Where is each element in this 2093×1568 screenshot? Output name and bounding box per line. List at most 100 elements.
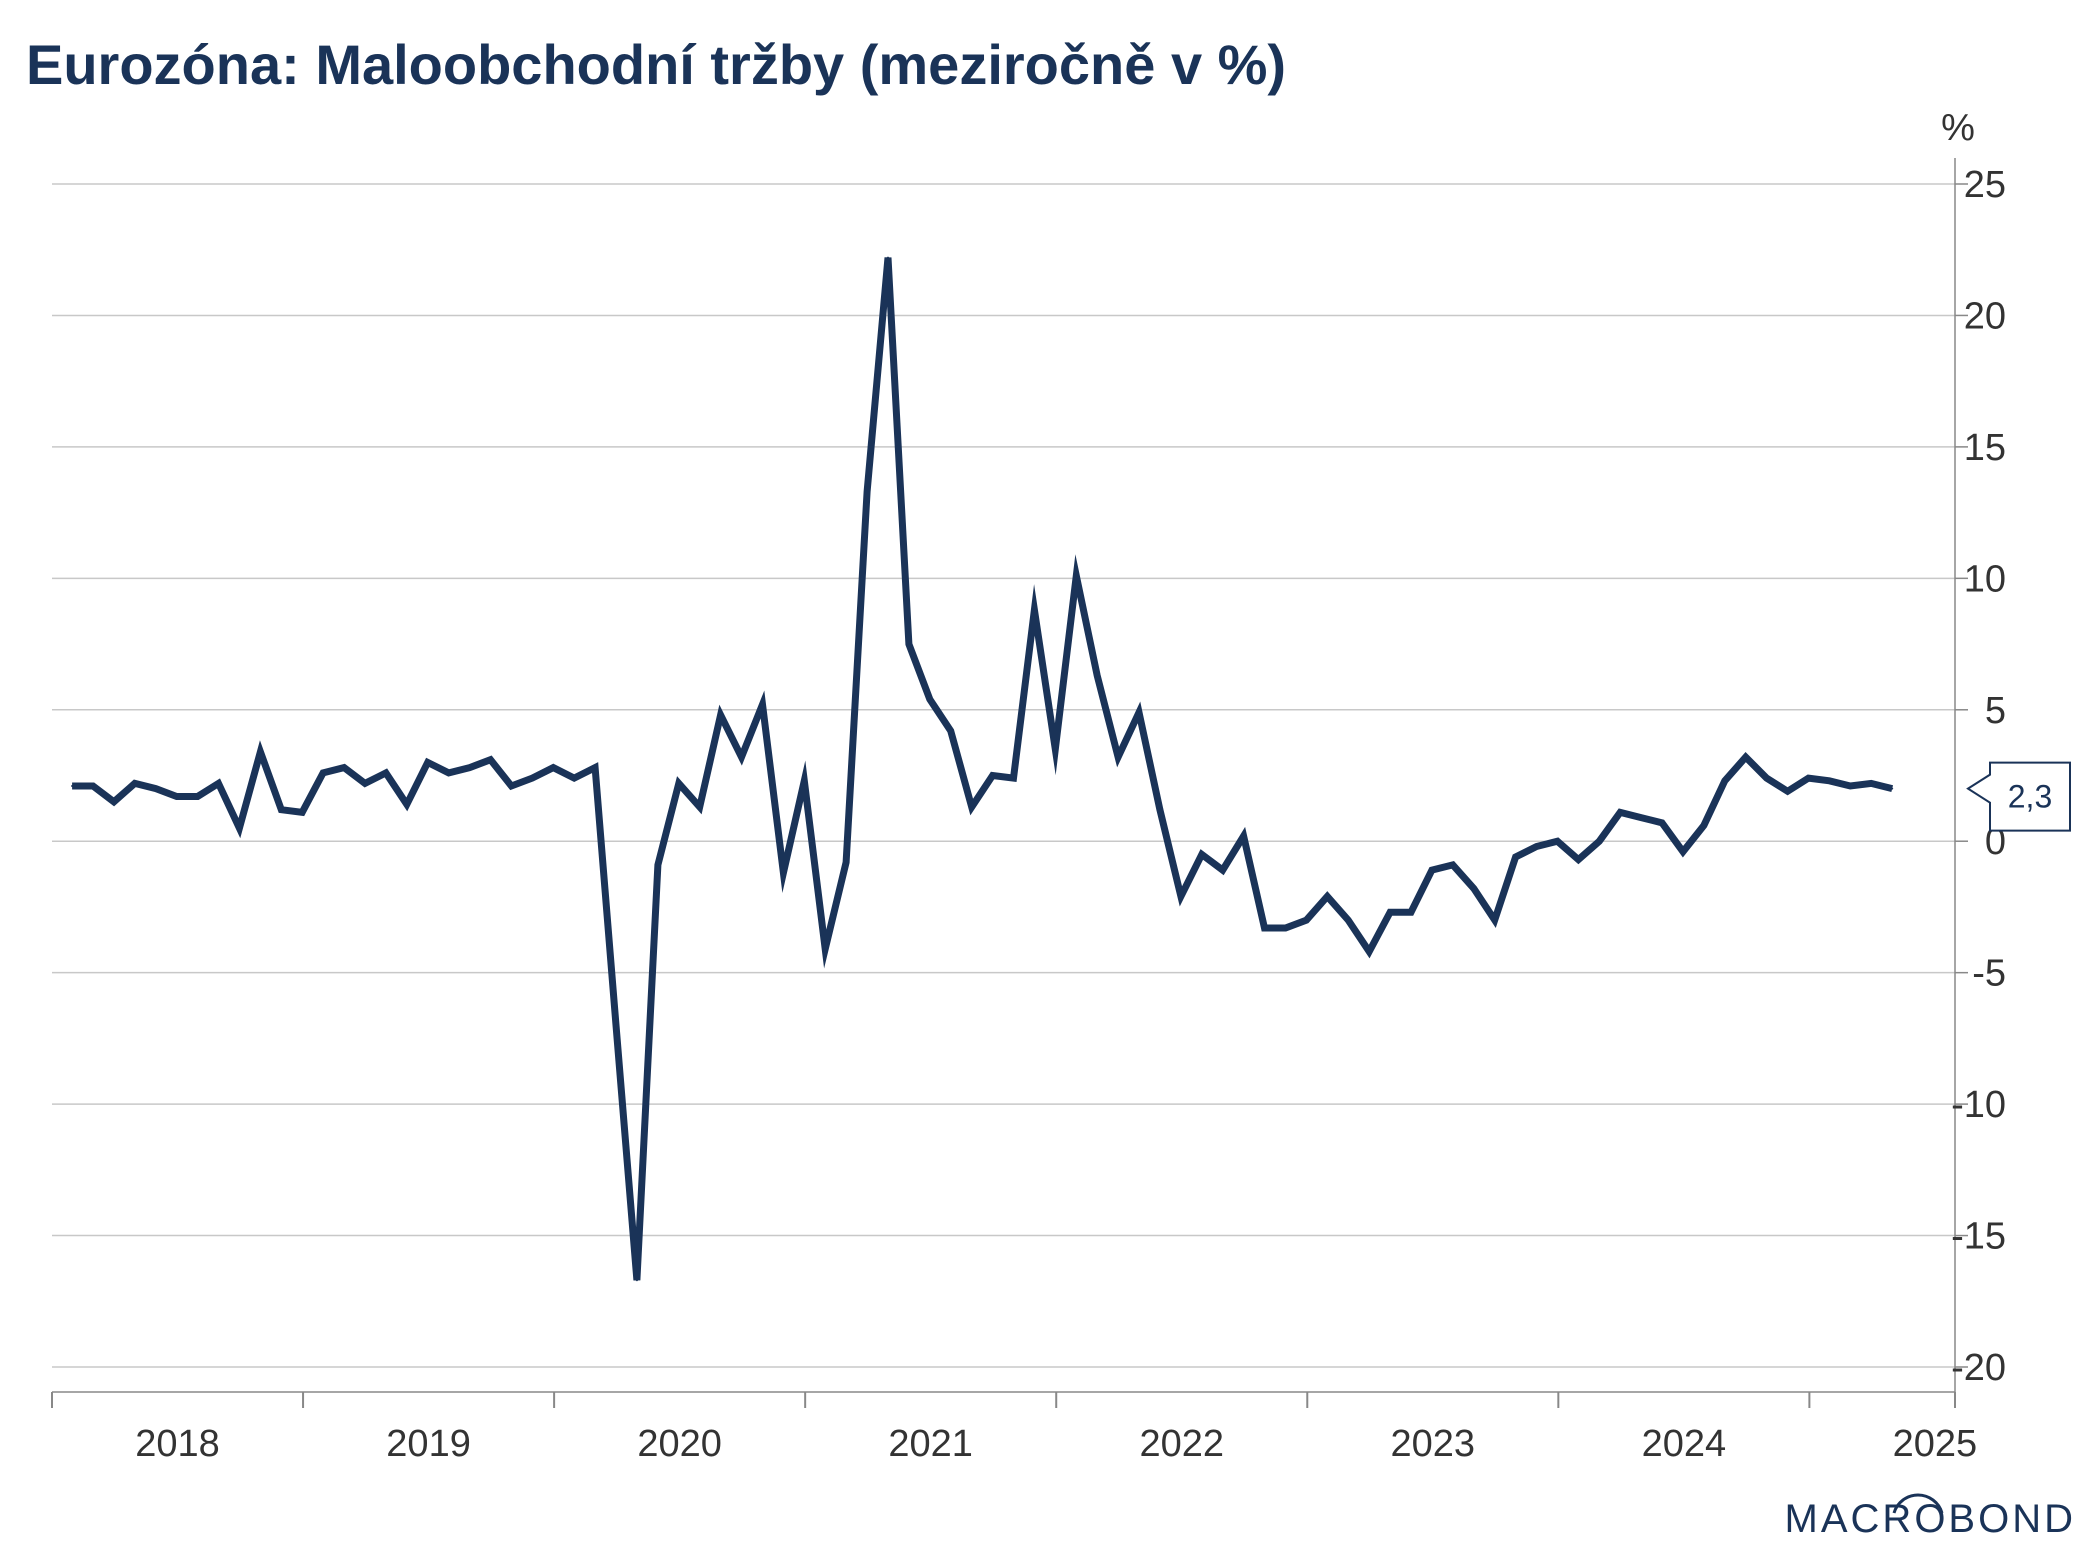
data-point — [1096, 674, 1099, 677]
data-point — [824, 948, 827, 951]
data-point — [1723, 779, 1726, 782]
x-tick-label: 2021 — [888, 1423, 973, 1465]
y-tick-label: 10 — [1964, 558, 2006, 600]
y-tick-label: -5 — [1972, 953, 2006, 995]
data-point — [1430, 869, 1433, 872]
data-point — [1619, 811, 1622, 814]
data-point — [594, 766, 597, 769]
data-point — [92, 785, 95, 788]
data-point — [1326, 895, 1329, 898]
y-tick-label: 25 — [1964, 164, 2006, 206]
data-point — [1786, 790, 1789, 793]
x-tick-label: 2018 — [135, 1423, 220, 1465]
y-tick-label: 5 — [1985, 690, 2006, 732]
data-point — [1744, 756, 1747, 759]
data-point — [1577, 858, 1580, 861]
data-point — [761, 703, 764, 706]
data-point — [1075, 574, 1078, 577]
x-tick-label: 2019 — [386, 1423, 471, 1465]
data-point — [1284, 926, 1287, 929]
y-tick-label: -15 — [1951, 1216, 2006, 1258]
data-point — [238, 827, 241, 830]
y-tick-label: 20 — [1964, 295, 2006, 337]
series-line — [72, 257, 1894, 1281]
data-point — [1849, 785, 1852, 788]
last-value-label: 2,3 — [2008, 779, 2052, 815]
data-point — [1556, 840, 1559, 843]
last-value-callout-box — [1966, 761, 2071, 832]
data-point — [384, 771, 387, 774]
x-tick-label: 2025 — [1893, 1423, 1978, 1465]
data-point — [280, 808, 283, 811]
data-point — [1807, 777, 1810, 780]
data-point — [133, 782, 136, 785]
x-tick-labels: 2018 2019 2020 2021 2022 2023 2024 2025 — [51, 1392, 1978, 1465]
data-point — [782, 871, 785, 874]
data-point — [719, 714, 722, 717]
data-point — [1765, 777, 1768, 780]
data-point — [510, 785, 513, 788]
data-point — [1640, 816, 1643, 819]
y-axis-unit-label: % — [1941, 107, 1975, 149]
data-point — [322, 771, 325, 774]
data-point — [196, 795, 199, 798]
data-point — [1409, 911, 1412, 914]
y-tick-labels: 25 20 15 10 5 0 -5 -10 -15 -20 — [1951, 164, 2006, 1389]
data-point — [1514, 855, 1517, 858]
macrobond-logo-arc — [1892, 1493, 1944, 1514]
data-point — [259, 750, 262, 753]
data-point — [886, 256, 889, 259]
data-point — [1117, 756, 1120, 759]
data-point — [426, 761, 429, 764]
data-point — [552, 766, 555, 769]
data-point — [1263, 926, 1266, 929]
y-tick-label: 15 — [1964, 427, 2006, 469]
data-point — [1033, 608, 1036, 611]
data-point — [573, 777, 576, 780]
data-point — [907, 643, 910, 646]
data-point — [928, 698, 931, 701]
chart-title: Eurozóna: Maloobchodní tržby (meziročně … — [26, 33, 1286, 96]
data-point — [217, 782, 220, 785]
data-point — [677, 782, 680, 785]
data-point — [71, 785, 74, 788]
data-point — [1305, 919, 1308, 922]
data-point — [1179, 895, 1182, 898]
grid-lines — [52, 183, 1968, 1368]
x-tick-label: 2024 — [1642, 1423, 1727, 1465]
data-point — [1891, 787, 1894, 790]
data-point — [803, 779, 806, 782]
data-point — [1158, 808, 1161, 811]
data-point — [1221, 869, 1224, 872]
data-point — [301, 811, 304, 814]
data-point — [1012, 777, 1015, 780]
macrobond-logo-text: MACROBOND — [1785, 1497, 2076, 1541]
data-point — [531, 777, 534, 780]
data-point — [1598, 840, 1601, 843]
data-point — [656, 863, 659, 866]
data-point — [112, 800, 115, 803]
data-point — [1661, 821, 1664, 824]
data-point — [1493, 919, 1496, 922]
data-point — [635, 1279, 638, 1282]
data-point — [175, 795, 178, 798]
series-layer — [71, 256, 1894, 1282]
data-point — [740, 756, 743, 759]
data-point — [1054, 748, 1057, 751]
data-point — [1702, 824, 1705, 827]
axes — [52, 158, 1956, 1393]
data-point — [489, 758, 492, 761]
data-point — [970, 806, 973, 809]
data-point — [343, 766, 346, 769]
x-tick-label: 2023 — [1391, 1423, 1476, 1465]
data-point — [1138, 711, 1141, 714]
data-point — [698, 806, 701, 809]
data-point — [447, 771, 450, 774]
data-point — [615, 1024, 618, 1027]
data-point — [154, 787, 157, 790]
y-tick-label: 0 — [1985, 821, 2006, 863]
data-point — [1242, 834, 1245, 837]
macrobond-logo: MACROBOND — [1785, 1493, 2076, 1541]
data-point — [949, 729, 952, 732]
